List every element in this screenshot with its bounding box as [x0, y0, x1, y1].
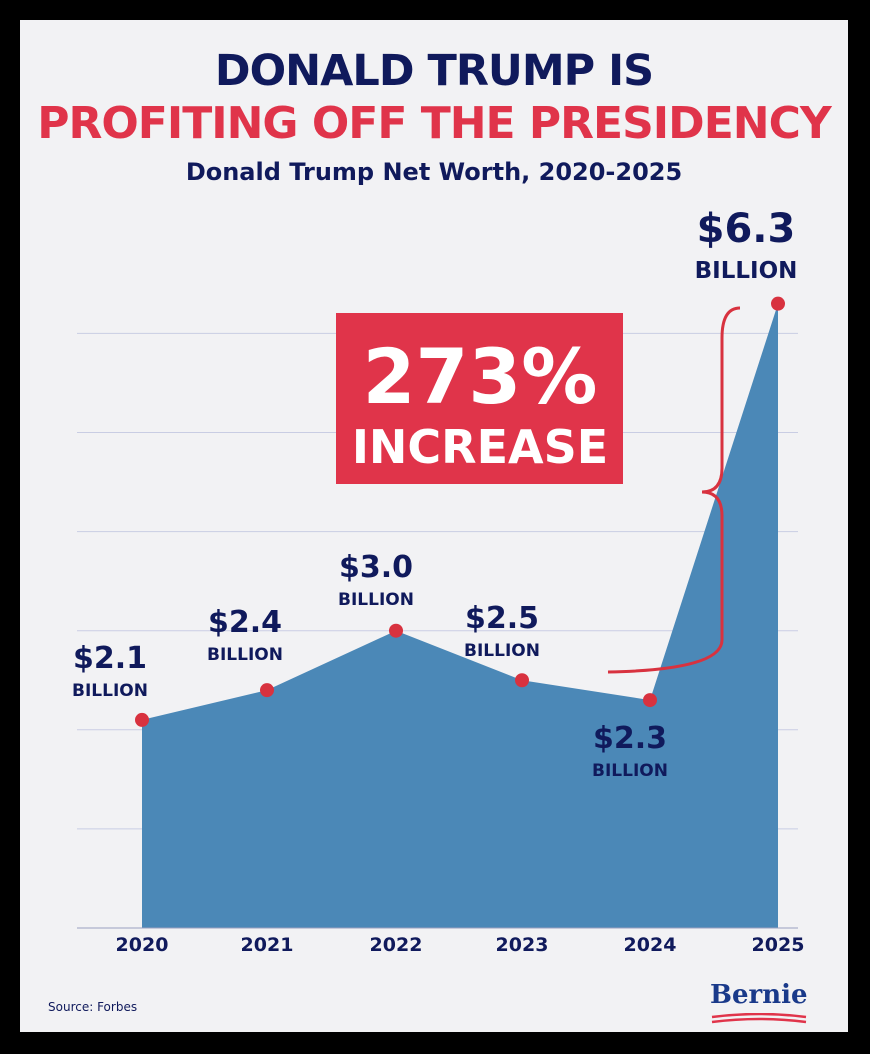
- value-label-2023: $2.5: [465, 601, 539, 636]
- unit-label-2025: BILLION: [695, 258, 798, 284]
- x-tick-label: 2020: [116, 934, 169, 956]
- unit-label-2023: BILLION: [464, 641, 540, 661]
- data-point-2020: [135, 712, 149, 727]
- callout-percent: 273%: [363, 332, 598, 421]
- value-label-2024: $2.3: [593, 721, 667, 756]
- unit-label-2022: BILLION: [338, 590, 414, 610]
- brace-icon: [607, 306, 741, 674]
- callout-increase: INCREASE: [352, 420, 608, 474]
- net-worth-chart: 273%INCREASE $2.1 BILLION $2.4 BILLION $3.0 BI…: [72, 206, 805, 956]
- value-label-2025: $6.3: [697, 206, 796, 252]
- chart-subtitle: Donald Trump Net Worth, 2020-2025: [185, 158, 683, 186]
- unit-label-2021: BILLION: [207, 645, 283, 665]
- x-tick-label: 2024: [624, 934, 677, 956]
- value-label-2022: $3.0: [339, 550, 413, 585]
- unit-label-2024: BILLION: [592, 761, 668, 781]
- chart-card: DONALD TRUMP IS PROFITING OFF THE PRESID…: [20, 20, 848, 1032]
- data-point-2024: [643, 693, 657, 708]
- source-note: Source: Forbes: [48, 1000, 138, 1014]
- area-series: [142, 303, 778, 928]
- title-line-2: PROFITING OFF THE PRESIDENCY: [37, 98, 831, 149]
- data-point-2025: [771, 296, 785, 311]
- value-label-2020: $2.1: [73, 641, 147, 676]
- data-point-2022: [389, 623, 403, 638]
- increase-callout-box: [336, 313, 623, 484]
- unit-label-2020: BILLION: [72, 681, 148, 701]
- value-label-2021: $2.4: [208, 605, 282, 640]
- title-line-1: DONALD TRUMP IS: [214, 46, 654, 96]
- bernie-logo: Bernie: [710, 980, 808, 1010]
- data-point-2023: [515, 673, 529, 688]
- data-point-2021: [260, 683, 274, 698]
- x-tick-label: 2025: [752, 934, 805, 956]
- logo-swoosh-icon: [711, 1013, 807, 1024]
- x-tick-label: 2022: [370, 934, 423, 956]
- x-tick-label: 2023: [496, 934, 549, 956]
- x-tick-label: 2021: [241, 934, 294, 956]
